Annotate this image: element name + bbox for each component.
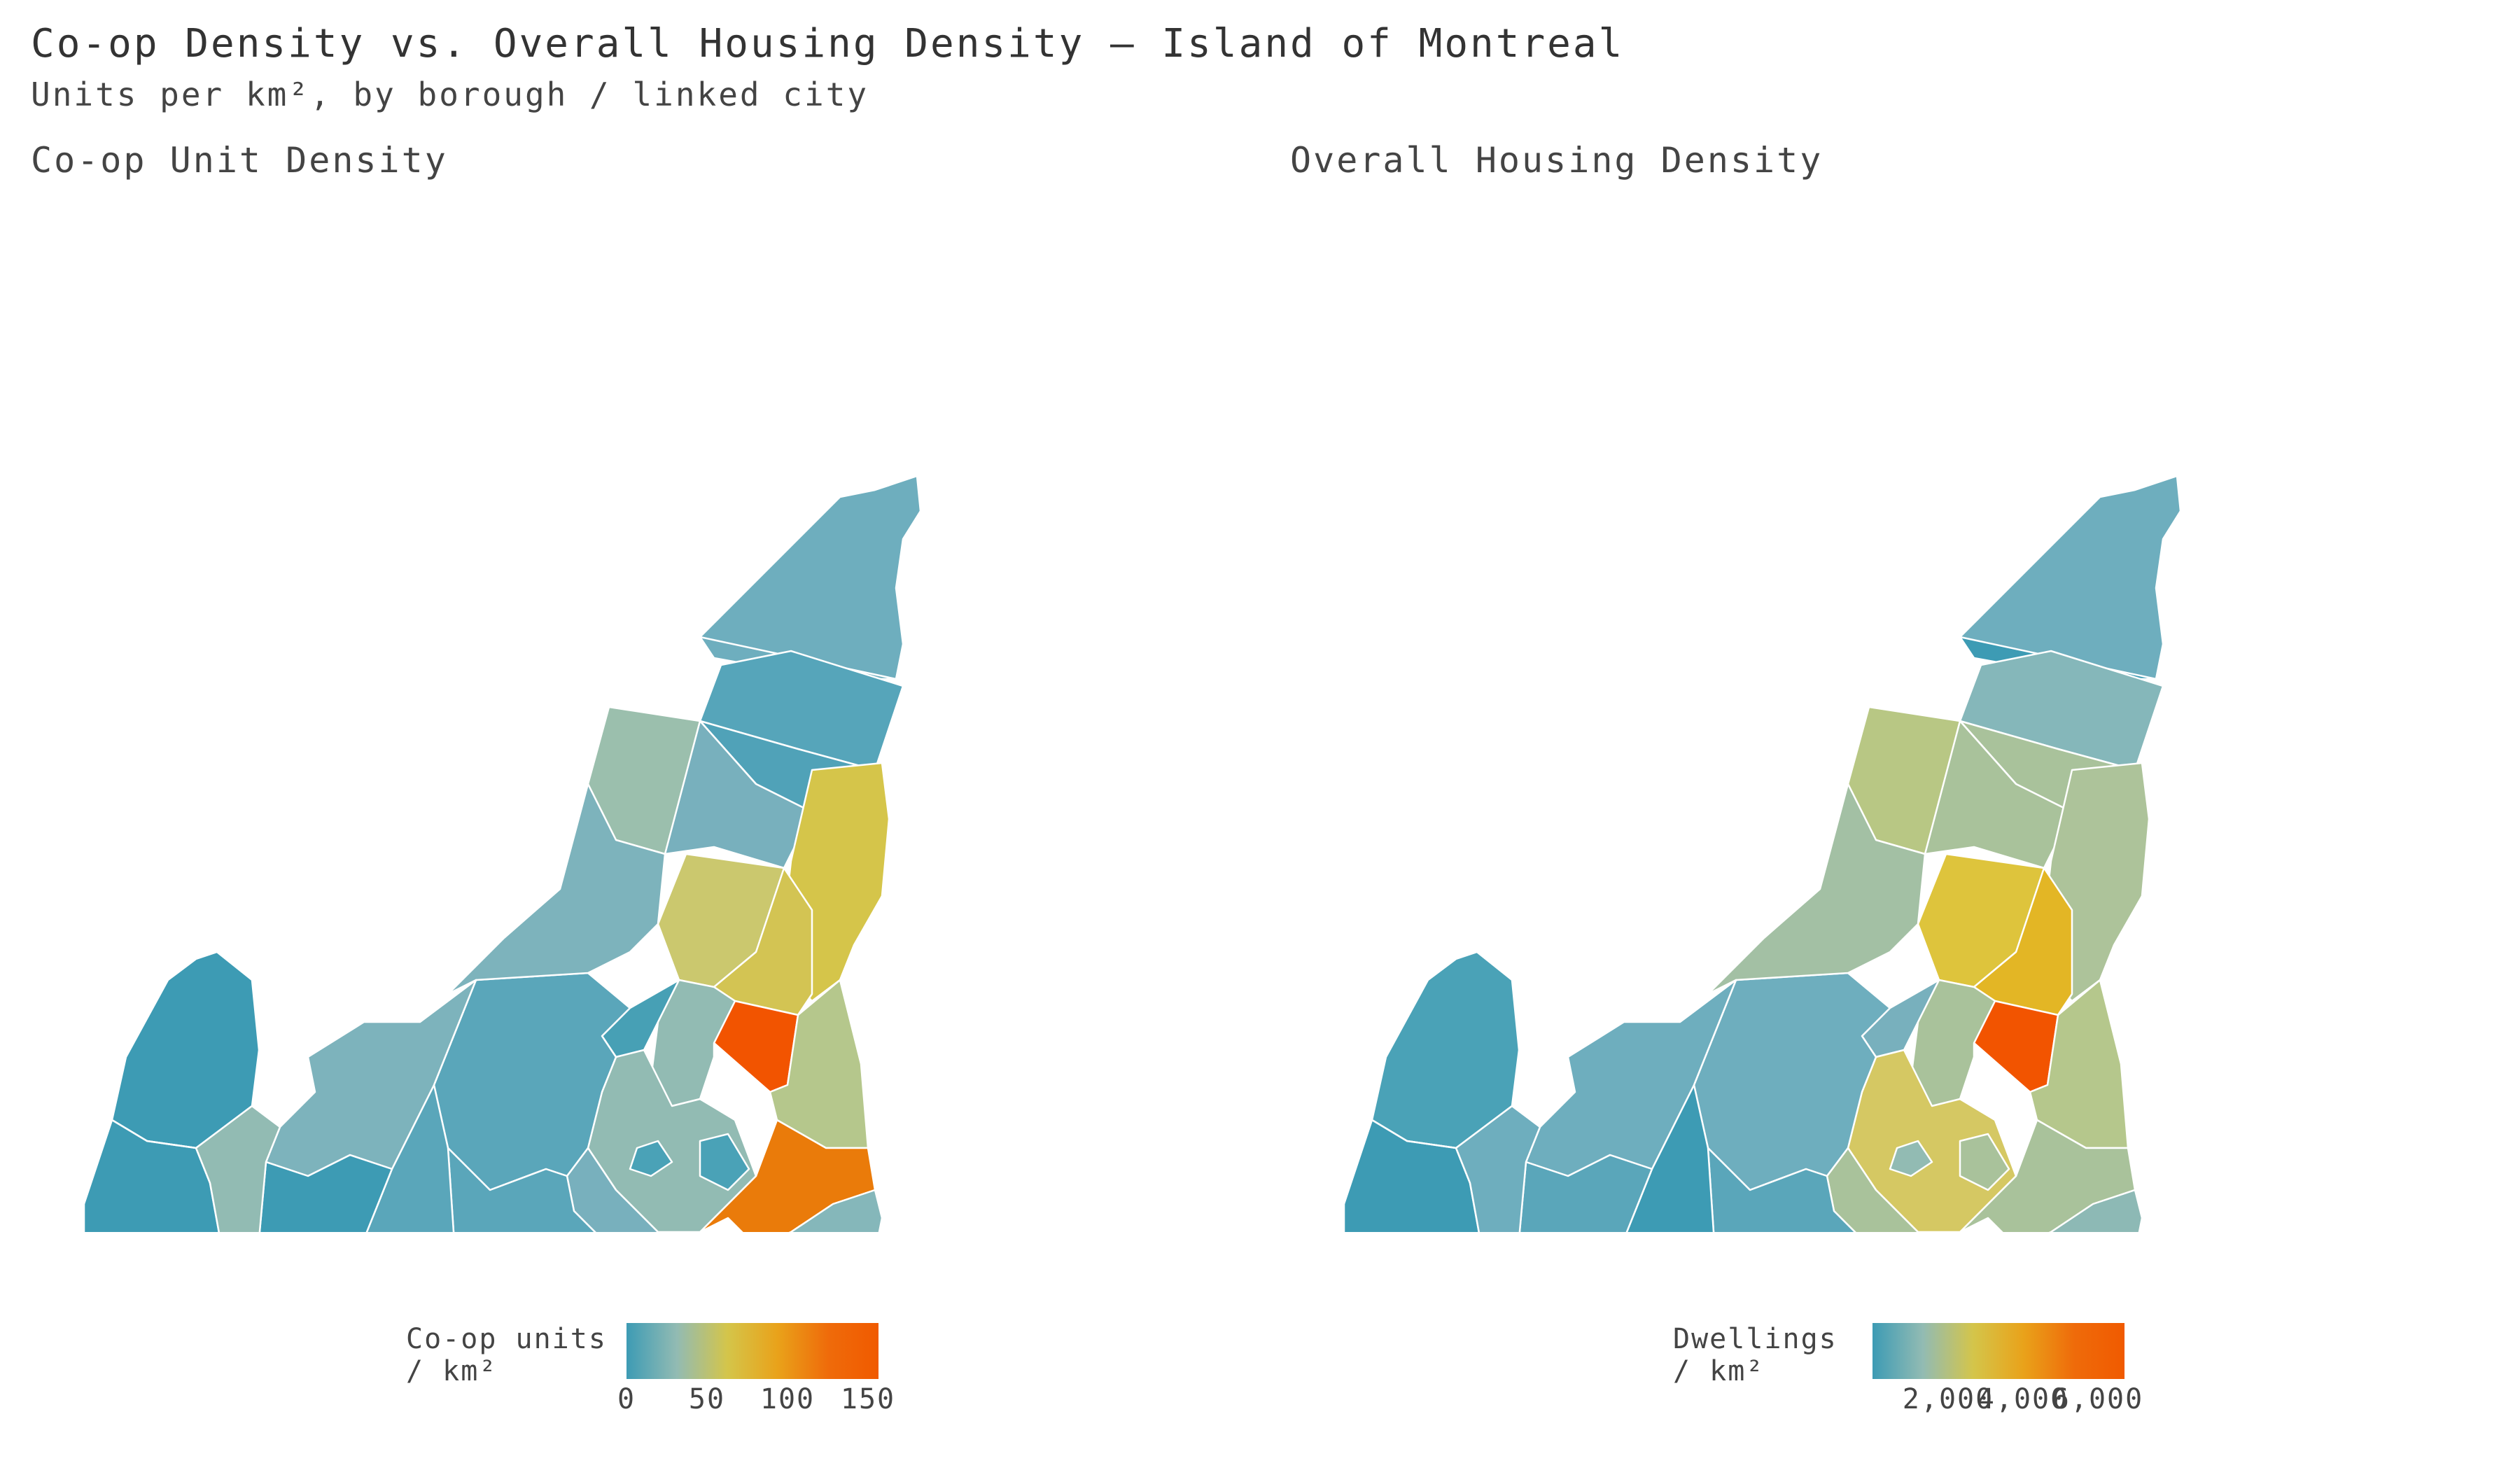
legend-coop-label-line1: Co-op units bbox=[406, 1323, 607, 1355]
housing-density-regions bbox=[1344, 475, 2182, 1232]
legend-housing-tick bbox=[1948, 1380, 1949, 1387]
region-dorval[interactable] bbox=[1707, 1147, 1876, 1232]
region-westmount[interactable] bbox=[699, 1133, 750, 1191]
region-ahuntsic-cartierville[interactable] bbox=[1707, 783, 1926, 995]
legend-coop-tick-label: 100 bbox=[760, 1383, 816, 1415]
legend-coop: Co-op units / km² 0 50 100 150 bbox=[406, 1323, 910, 1435]
legend-housing-label: Dwellings / km² bbox=[1673, 1323, 1837, 1387]
region-sud-ouest-east[interactable] bbox=[2016, 1189, 2143, 1232]
region-roxboro[interactable] bbox=[1406, 1105, 1541, 1232]
panel-title-coop-density: Co-op Unit Density bbox=[31, 140, 448, 181]
legend-coop-colorbar bbox=[626, 1323, 878, 1379]
region-kirkland[interactable] bbox=[258, 1154, 393, 1232]
region-ahuntsic-cartierville[interactable] bbox=[447, 783, 666, 995]
coop-density-map bbox=[84, 475, 922, 1232]
legend-housing-tick-label: 4,000 bbox=[1977, 1383, 2069, 1415]
legend-coop-label-line2: / km² bbox=[406, 1355, 498, 1387]
legend-coop-tick-label: 0 bbox=[617, 1383, 636, 1415]
panel-title-housing-density: Overall Housing Density bbox=[1290, 140, 1823, 181]
legend-housing-label-line1: Dwellings bbox=[1673, 1323, 1837, 1355]
legend-coop-tick bbox=[868, 1380, 869, 1387]
region-outremont[interactable] bbox=[1910, 979, 1996, 1107]
region-roxboro[interactable] bbox=[146, 1105, 281, 1232]
legend-coop-tick-label: 50 bbox=[688, 1383, 726, 1415]
legend-coop-tick-label: 150 bbox=[840, 1383, 896, 1415]
housing-density-map bbox=[1344, 475, 2182, 1232]
legend-housing-tick-label: 6,000 bbox=[2052, 1383, 2144, 1415]
legend-coop-tick bbox=[707, 1380, 708, 1387]
region-hampstead[interactable] bbox=[1889, 1140, 1933, 1177]
region-outremont[interactable] bbox=[650, 979, 736, 1107]
page-subtitle: Units per km², by borough / linked city bbox=[31, 76, 869, 113]
region-westmount[interactable] bbox=[1959, 1133, 2010, 1191]
region-kirkland[interactable] bbox=[1518, 1154, 1653, 1232]
region-dorval[interactable] bbox=[447, 1147, 616, 1232]
region-hampstead[interactable] bbox=[629, 1140, 673, 1177]
legend-coop-tick bbox=[626, 1380, 628, 1387]
coop-density-regions bbox=[84, 475, 922, 1232]
legend-coop-tick bbox=[788, 1380, 789, 1387]
legend-housing-tick bbox=[2098, 1380, 2099, 1387]
legend-housing-colorbar bbox=[1872, 1323, 2124, 1379]
legend-housing-tick bbox=[2023, 1380, 2024, 1387]
legend-housing-tick-label: 2,000 bbox=[1902, 1383, 1994, 1415]
legend-housing-label-line2: / km² bbox=[1673, 1355, 1765, 1387]
page-title: Co-op Density vs. Overall Housing Densit… bbox=[31, 21, 1625, 66]
region-sud-ouest-east[interactable] bbox=[756, 1189, 883, 1232]
legend-coop-label: Co-op units / km² bbox=[406, 1323, 607, 1387]
legend-housing: Dwellings / km² 2,000 4,000 6,000 bbox=[1673, 1323, 2205, 1435]
